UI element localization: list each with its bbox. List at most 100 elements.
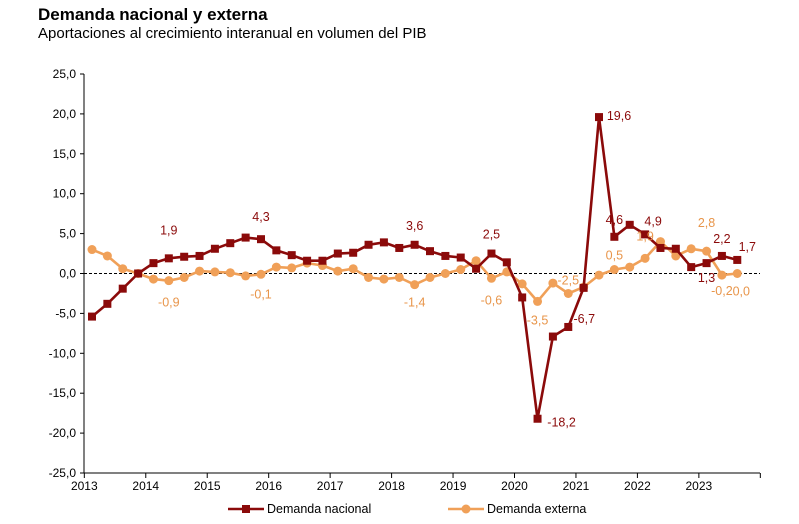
- data-point-demanda-nacional: [410, 240, 419, 249]
- data-point-demanda-nacional: [702, 259, 711, 268]
- data-point-demanda-externa: [148, 274, 158, 284]
- data-label: -1,4: [404, 296, 426, 310]
- data-point-demanda-nacional: [287, 251, 296, 260]
- data-point-demanda-externa: [425, 272, 435, 282]
- data-point-demanda-externa: [164, 276, 174, 286]
- data-point-demanda-externa: [410, 280, 420, 290]
- data-point-demanda-nacional: [149, 259, 158, 268]
- y-tick-label: 20,0: [53, 107, 77, 121]
- data-point-demanda-externa: [486, 273, 496, 283]
- series-line-demanda-externa: [91, 240, 738, 303]
- x-tick-label: 2015: [194, 479, 221, 493]
- data-label: 2,5: [483, 228, 500, 242]
- data-point-demanda-nacional: [134, 269, 143, 278]
- data-label: -6,7: [573, 312, 595, 326]
- data-label: 2,2: [713, 232, 730, 246]
- data-point-demanda-nacional: [502, 258, 511, 267]
- legend: Demanda nacional Demanda externa: [228, 502, 586, 516]
- data-point-demanda-nacional: [579, 283, 588, 292]
- data-point-demanda-externa: [625, 262, 635, 272]
- data-label: 0,5: [606, 249, 623, 263]
- y-tick-label: 5,0: [59, 227, 76, 241]
- data-point-demanda-nacional: [487, 249, 496, 258]
- data-label: 1,9: [160, 223, 177, 237]
- data-label: 4,3: [252, 210, 269, 224]
- chart-title: Demanda nacional y externa: [38, 5, 268, 24]
- data-point-demanda-externa: [225, 268, 235, 278]
- data-point-demanda-externa: [671, 251, 681, 261]
- data-point-demanda-externa: [717, 270, 727, 280]
- data-point-demanda-nacional: [564, 322, 573, 331]
- legend-label-demanda-externa: Demanda externa: [487, 502, 586, 516]
- series-layer: [87, 113, 742, 423]
- data-point-demanda-nacional: [379, 238, 388, 247]
- data-point-demanda-nacional: [733, 255, 742, 264]
- data-labels: 1,9 4,3 3,6 2,5 -18,2 -6,7 19,6 4,6 4,9 1,3 2,2 1,7…: [158, 109, 756, 430]
- data-point-demanda-nacional: [103, 299, 112, 308]
- series-line-demanda-nacional: [91, 115, 738, 421]
- data-point-demanda-externa: [440, 269, 450, 278]
- y-tick-label: -20,0: [49, 426, 77, 440]
- data-point-demanda-externa: [241, 271, 251, 281]
- y-tick-label: -25,0: [49, 466, 77, 480]
- data-point-demanda-nacional: [180, 252, 189, 261]
- data-point-demanda-externa: [655, 237, 665, 247]
- data-point-demanda-externa: [702, 246, 712, 256]
- data-point-demanda-externa: [364, 272, 374, 282]
- data-point-demanda-nacional: [272, 246, 281, 255]
- data-point-demanda-nacional: [625, 220, 634, 229]
- data-point-demanda-externa: [609, 265, 619, 275]
- data-point-demanda-externa: [87, 245, 97, 255]
- data-point-demanda-externa: [271, 262, 281, 272]
- x-tick-label: 2013: [71, 479, 98, 493]
- data-point-demanda-nacional: [687, 263, 696, 272]
- data-label: 19,6: [607, 109, 631, 123]
- data-point-demanda-nacional: [88, 312, 96, 321]
- data-point-demanda-nacional: [318, 256, 327, 265]
- data-point-demanda-nacional: [717, 251, 726, 260]
- data-point-demanda-externa: [348, 264, 358, 274]
- data-point-demanda-nacional: [395, 243, 404, 252]
- data-point-demanda-externa: [640, 253, 650, 263]
- data-point-demanda-externa: [379, 274, 389, 284]
- y-tick-label: -15,0: [49, 386, 77, 400]
- y-tick-label: 0,0: [59, 267, 76, 281]
- x-tick-label: 2017: [317, 479, 344, 493]
- data-point-demanda-externa: [686, 244, 696, 254]
- data-point-demanda-nacional: [441, 251, 450, 260]
- data-point-demanda-externa: [533, 296, 543, 306]
- data-label: 1,3: [698, 271, 715, 285]
- y-tick-label: 10,0: [53, 187, 77, 201]
- data-point-demanda-nacional: [195, 251, 204, 260]
- data-point-demanda-nacional: [226, 239, 235, 248]
- data-point-demanda-nacional: [118, 284, 127, 293]
- x-tick-label: 2021: [563, 479, 590, 493]
- data-point-demanda-nacional: [426, 247, 434, 256]
- data-label: 1,9: [636, 229, 653, 243]
- data-point-demanda-externa: [548, 278, 558, 288]
- data-point-demanda-externa: [333, 266, 343, 276]
- data-point-demanda-externa: [732, 269, 742, 278]
- data-label: 3,6: [406, 219, 423, 233]
- data-point-demanda-nacional: [671, 244, 680, 253]
- data-point-demanda-nacional: [257, 235, 265, 244]
- data-point-demanda-externa: [210, 267, 220, 277]
- data-point-demanda-nacional: [533, 414, 542, 423]
- x-tick-label: 2020: [501, 479, 528, 493]
- data-point-demanda-externa: [256, 269, 266, 279]
- data-point-demanda-externa: [594, 270, 604, 280]
- data-point-demanda-externa: [287, 263, 297, 273]
- data-label: -3,5: [527, 313, 549, 327]
- data-label: 1,7: [739, 240, 756, 254]
- chart-subtitle: Aportaciones al crecimiento interanual e…: [38, 25, 427, 42]
- data-point-demanda-externa: [456, 265, 466, 275]
- data-point-demanda-nacional: [349, 248, 358, 257]
- data-label: -2,5: [557, 273, 579, 287]
- x-tick-label: 2022: [624, 479, 651, 493]
- data-point-demanda-nacional: [210, 244, 219, 253]
- data-point-demanda-externa: [517, 279, 527, 289]
- data-point-demanda-nacional: [456, 253, 465, 262]
- data-point-demanda-nacional: [164, 254, 173, 263]
- data-point-demanda-externa: [471, 256, 481, 266]
